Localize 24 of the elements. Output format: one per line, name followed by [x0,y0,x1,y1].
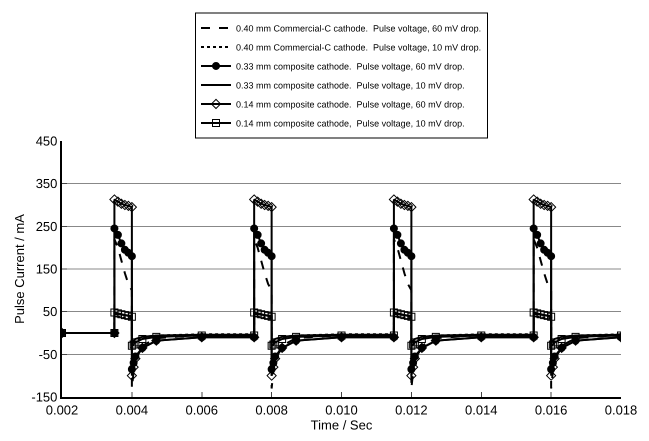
legend-label: 0.14 mm composite cathode. Pulse voltage, 60 mV drop. [236,99,465,110]
x-tick-label: 0.002 [46,402,78,418]
y-tick-label: 350 [36,176,58,192]
y-tick-label: 250 [36,218,58,234]
legend-label: 0.33 mm composite cathode. Pulse voltage, 60 mV drop. [236,61,465,72]
legend-label: 0.14 mm composite cathode, Pulse voltage, 10 mV drop. [236,118,465,128]
legend-label: 0.40 mm Commercial-C cathode. Pulse voltage, 10 mV drop. [236,42,482,52]
x-axis-title: Time / Sec [310,418,373,433]
x-tick-label: 0.012 [395,402,428,418]
y-tick-label: 150 [36,262,58,277]
x-tick-label: 0.016 [534,402,568,418]
y-tick-label: 450 [36,134,58,149]
x-tick-label: 0.006 [185,402,218,418]
y-tick-label: 50 [42,304,58,320]
x-tick-label: 0.008 [255,402,288,418]
x-tick-label: 0.014 [464,402,498,418]
x-tick-label: 0.010 [325,402,358,418]
y-axis-title: Pulse Current / mA [12,214,27,324]
y-tick-label: -50 [38,346,58,362]
legend-label: 0.33 mm composite cathode. Pulse voltage, 10 mV drop. [236,80,465,90]
legend-label: 0.40 mm Commercial-C cathode. Pulse voltage, 60 mV drop. [236,23,482,34]
x-tick-label: 0.004 [116,402,148,418]
y-tick-label: -150 [31,390,58,405]
x-tick-label: 0.018 [604,402,638,418]
